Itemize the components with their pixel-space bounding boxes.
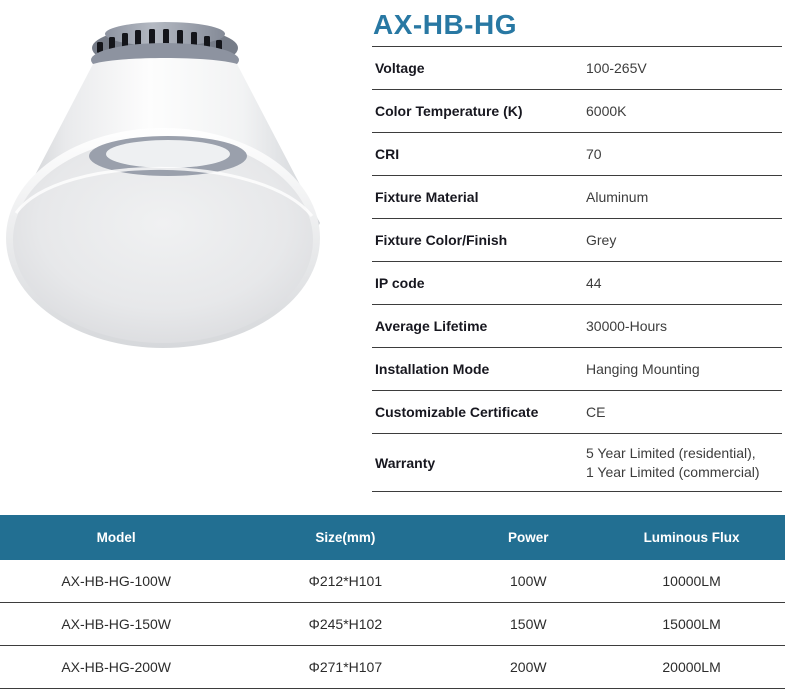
spec-row-fixture-material: Fixture Material Aluminum bbox=[372, 176, 782, 220]
spec-row-average-lifetime: Average Lifetime 30000-Hours bbox=[372, 305, 782, 349]
spec-label: CRI bbox=[375, 146, 400, 163]
model-table-header: Model Size(mm) Power Luminous Flux bbox=[0, 515, 785, 560]
header-cell-power: Power bbox=[508, 530, 549, 545]
spec-row-cri: CRI 70 bbox=[372, 133, 782, 177]
spec-label: IP code bbox=[375, 275, 425, 292]
header-cell-luminous-flux: Luminous Flux bbox=[643, 530, 740, 545]
spec-label: Fixture Material bbox=[375, 189, 479, 206]
header-cell-model: Model bbox=[96, 530, 136, 545]
cell-power: 150W bbox=[510, 616, 547, 632]
page-title: AX-HB-HG bbox=[373, 9, 517, 40]
spec-row-voltage: Voltage 100-265V bbox=[372, 47, 782, 91]
spec-row-warranty: Warranty 5 Year Limited (residential), 1… bbox=[372, 434, 782, 493]
spec-row-color-temperature: Color Temperature (K) 6000K bbox=[372, 90, 782, 134]
cell-power: 200W bbox=[510, 659, 547, 675]
spec-label: Warranty bbox=[375, 454, 436, 471]
spec-table: Voltage 100-265V Color Temperature (K) 6… bbox=[372, 46, 782, 493]
spec-value: 5 Year Limited (residential), 1 Year Lim… bbox=[586, 445, 760, 480]
cell-model: AX-HB-HG-100W bbox=[61, 573, 172, 589]
model-table: Model Size(mm) Power Luminous Flux AX-HB… bbox=[0, 515, 785, 689]
spec-label: Average Lifetime bbox=[375, 318, 488, 335]
spec-label: Installation Mode bbox=[375, 361, 490, 378]
table-row: AX-HB-HG-100W Φ212*H101 100W 10000LM bbox=[0, 560, 785, 603]
high-bay-light-image bbox=[6, 22, 320, 348]
cell-model: AX-HB-HG-150W bbox=[61, 616, 172, 632]
cell-size: Φ245*H102 bbox=[308, 616, 383, 632]
spec-value: Hanging Mounting bbox=[586, 360, 700, 377]
spec-value: 30000-Hours bbox=[586, 317, 667, 334]
cell-luminous-flux: 15000LM bbox=[662, 616, 721, 632]
spec-value: 44 bbox=[586, 274, 602, 291]
spec-row-ip-code: IP code 44 bbox=[372, 262, 782, 306]
header-cell-size: Size(mm) bbox=[315, 530, 376, 545]
spec-panel: AX-HB-HG Voltage 100-265V Color Temperat… bbox=[372, 8, 782, 493]
spec-row-installation-mode: Installation Mode Hanging Mounting bbox=[372, 348, 782, 392]
spec-value: 100-265V bbox=[586, 59, 647, 76]
spec-label: Fixture Color/Finish bbox=[375, 232, 508, 249]
cell-model: AX-HB-HG-200W bbox=[61, 659, 172, 675]
spec-value: 6000K bbox=[586, 102, 627, 119]
cell-luminous-flux: 20000LM bbox=[662, 659, 721, 675]
cell-size: Φ271*H107 bbox=[308, 659, 383, 675]
spec-row-fixture-color: Fixture Color/Finish Grey bbox=[372, 219, 782, 263]
spec-value: Grey bbox=[586, 231, 617, 248]
spec-label: Color Temperature (K) bbox=[375, 103, 523, 120]
spec-row-certificate: Customizable Certificate CE bbox=[372, 391, 782, 435]
spec-value: CE bbox=[586, 403, 606, 420]
spec-value: Aluminum bbox=[586, 188, 649, 205]
cell-size: Φ212*H101 bbox=[308, 573, 383, 589]
spec-label: Voltage bbox=[375, 60, 425, 77]
lamp-reflector bbox=[6, 58, 320, 348]
cell-power: 100W bbox=[510, 573, 547, 589]
spec-label: Customizable Certificate bbox=[375, 404, 539, 421]
table-row: AX-HB-HG-200W Φ271*H107 200W 20000LM bbox=[0, 646, 785, 689]
spec-value: 70 bbox=[586, 145, 602, 162]
table-row: AX-HB-HG-150W Φ245*H102 150W 15000LM bbox=[0, 603, 785, 646]
cell-luminous-flux: 10000LM bbox=[662, 573, 721, 589]
